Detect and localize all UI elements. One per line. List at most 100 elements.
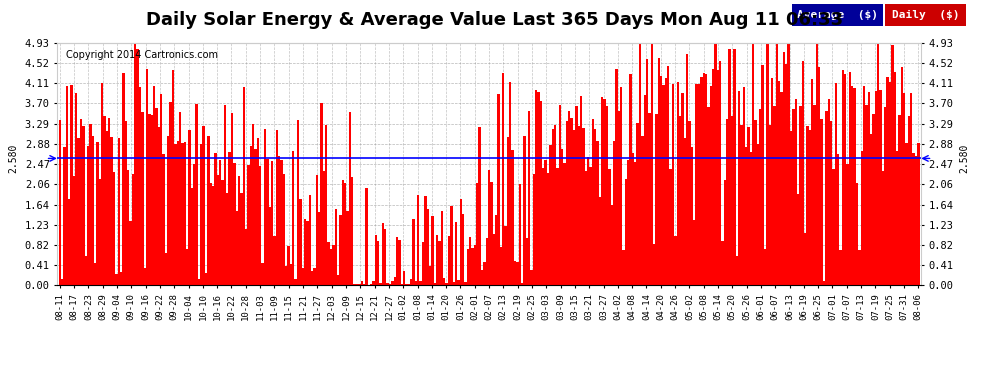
Bar [434,283,436,285]
Bar [742,87,745,285]
Bar [179,111,181,285]
Bar [544,160,546,285]
Bar [348,112,351,285]
Bar [108,118,111,285]
Bar [493,234,495,285]
Bar [214,153,217,285]
Bar [752,43,754,285]
Bar [703,72,705,285]
Bar [94,262,96,285]
Bar [516,261,519,285]
Bar [236,211,238,285]
Bar [459,199,462,285]
Bar [551,129,554,285]
Bar [700,77,703,285]
Bar [558,105,561,285]
Bar [238,177,241,285]
Bar [132,174,134,285]
Bar [285,266,287,285]
Bar [280,160,283,285]
Bar [396,237,398,285]
Bar [333,244,335,285]
Bar [89,124,92,285]
Bar [573,130,575,285]
Bar [540,102,543,285]
Bar [101,83,103,285]
Bar [561,149,563,285]
Bar [592,118,594,285]
Bar [118,138,120,285]
Bar [424,196,427,285]
Bar [655,114,657,285]
Bar [754,120,756,285]
Bar [688,121,691,285]
Bar [882,171,884,285]
Bar [618,111,620,285]
Bar [294,279,297,285]
Bar [848,72,851,285]
Bar [314,268,316,285]
Bar [896,151,898,285]
Bar [287,246,290,285]
Bar [570,118,573,285]
Bar [780,92,783,285]
Bar [342,180,344,285]
Bar [222,180,224,285]
Text: Average  ($): Average ($) [797,10,878,20]
Text: Copyright 2014 Cartronics.com: Copyright 2014 Cartronics.com [66,50,218,60]
Bar [63,147,65,285]
Bar [842,70,844,285]
Bar [662,84,664,285]
Bar [556,168,558,285]
Bar [483,262,485,285]
Bar [249,146,252,285]
Bar [650,43,653,285]
Bar [877,43,879,285]
Bar [519,184,521,285]
Bar [454,222,457,285]
Bar [844,74,846,285]
Bar [290,264,292,285]
Bar [811,79,814,285]
FancyBboxPatch shape [885,4,966,26]
Bar [167,136,169,285]
Bar [469,237,471,285]
Bar [821,119,823,285]
Bar [795,99,797,285]
Bar [764,249,766,285]
Bar [271,162,273,285]
Bar [200,144,203,285]
Bar [686,54,688,285]
Bar [917,142,920,285]
Bar [77,138,80,285]
Bar [846,165,848,285]
Bar [606,106,608,285]
Bar [146,69,148,285]
Bar [773,106,775,285]
Bar [889,82,891,285]
Bar [160,94,162,285]
Bar [653,244,655,285]
Bar [691,147,693,285]
Bar [734,49,736,285]
Bar [379,284,382,285]
Bar [405,284,408,285]
Bar [377,241,379,285]
Bar [372,281,374,285]
Bar [318,212,321,285]
Bar [75,93,77,285]
Bar [644,95,645,285]
Bar [478,127,481,285]
Bar [137,49,139,285]
Bar [830,121,833,285]
Bar [495,214,497,285]
Bar [587,157,589,285]
Bar [855,183,858,285]
Bar [432,216,434,285]
Bar [575,106,577,285]
Bar [382,222,384,285]
Bar [826,111,828,285]
Bar [155,108,157,285]
Bar [504,226,507,285]
Bar [127,170,130,285]
